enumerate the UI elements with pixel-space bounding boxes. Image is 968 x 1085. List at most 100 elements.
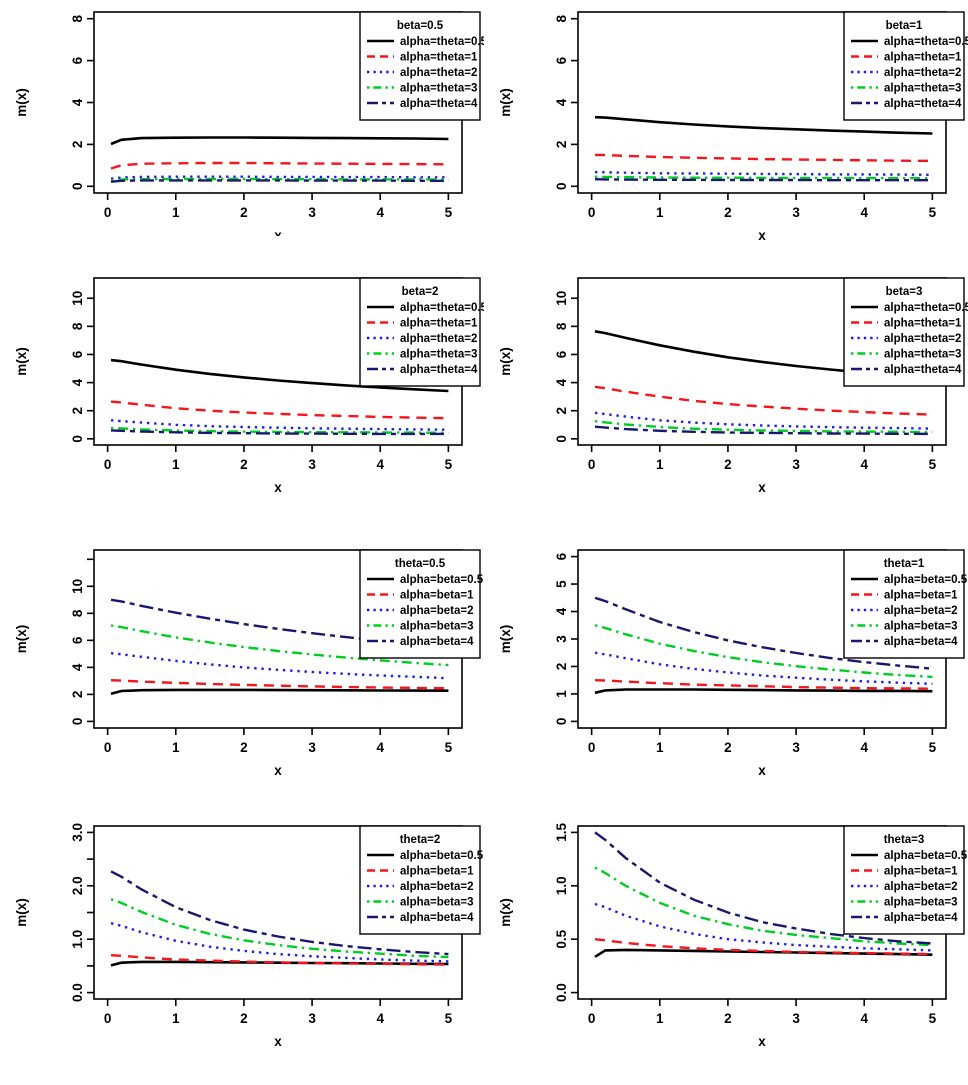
x-axis: 0 1 2 3 4 5 — [104, 728, 453, 755]
x-axis-title: x — [758, 480, 766, 495]
legend: theta=1 alpha=beta=0.5 alpha=beta=1 alpha=b… — [843, 549, 968, 659]
x-tick-label: 2 — [724, 457, 732, 472]
y-axis: 0 1 2 3 4 5 6 — [554, 552, 578, 725]
curve-alpha-theta-3 — [594, 175, 933, 180]
x-tick-label: 2 — [240, 740, 248, 755]
legend-entry-label: alpha=beta=1 — [884, 866, 958, 878]
y-tick-label: 0 — [70, 435, 85, 443]
legend-entry-label: alpha=theta=4 — [884, 364, 962, 376]
x-tick-label: 3 — [792, 457, 800, 472]
legend-entry-label: alpha=beta=4 — [884, 912, 958, 924]
y-tick-label: 2 — [70, 691, 85, 699]
x-tick-label: 5 — [929, 205, 937, 220]
x-tick-label: 3 — [792, 205, 800, 220]
y-tick-label: 5 — [554, 580, 569, 588]
legend-entry-label: alpha=beta=2 — [400, 605, 474, 617]
y-axis: 0 2 4 6 8 — [70, 14, 94, 190]
y-axis: 0 2 4 6 8 — [554, 14, 578, 190]
y-axis-title: m(x) — [14, 347, 29, 376]
y-tick-label: 6 — [70, 56, 85, 64]
x-tick-label: 4 — [376, 1011, 384, 1026]
legend-entry-label: alpha=beta=2 — [884, 881, 958, 893]
x-tick-label: 0 — [588, 740, 596, 755]
x-tick-label: 0 — [104, 1011, 112, 1026]
x-tick-label: 3 — [792, 740, 800, 755]
y-tick-label: 2 — [70, 141, 85, 149]
legend-title: beta=1 — [886, 20, 923, 32]
y-tick-label: 8 — [554, 14, 569, 22]
y-axis-title: m(x) — [498, 625, 513, 654]
x-tick-label: 0 — [104, 457, 112, 472]
curve-alpha-beta-4 — [594, 596, 933, 670]
legend-entry-label: alpha=theta=1 — [400, 318, 478, 330]
x-tick-label: 4 — [860, 1011, 868, 1026]
x-axis: 0 1 2 3 4 5 — [588, 728, 937, 755]
legend: theta=2 alpha=beta=0.5 alpha=beta=1 alpha=b… — [359, 825, 484, 935]
curve-alpha-beta-0-5 — [594, 948, 933, 958]
chart-panel-beta-2: 0 1 2 3 4 5 0 2 4 6 8 10 m(x) x beta=2 alpha=theta=0.5 a… — [0, 260, 484, 520]
legend-box — [359, 549, 481, 659]
y-axis-title: m(x) — [14, 88, 29, 117]
curves — [110, 136, 449, 183]
y-tick-label: 4 — [554, 607, 569, 615]
legend-entry-label: alpha=beta=3 — [884, 897, 958, 909]
x-axis: 0 1 2 3 4 5 — [588, 445, 937, 472]
chart-panel-theta-2: 0 1 2 3 4 5 0.0 1.0 2.0 3.0 m(x) x theta=2 alpha=beta… — [0, 810, 484, 1085]
chart-panel-beta-0-5: 0 1 2 3 4 5 0 2 4 6 8 m(x) x beta=0.5 alpha=theta=0.5 a… — [0, 0, 484, 260]
curve-alpha-theta-0-5 — [110, 358, 449, 393]
legend-entry-label: alpha=theta=0.5 — [884, 36, 968, 48]
curves — [594, 115, 933, 182]
y-tick-label: 6 — [554, 552, 569, 560]
legend-entry-label: alpha=theta=4 — [400, 98, 478, 110]
x-tick-label: 0 — [588, 205, 596, 220]
x-tick-label: 2 — [724, 205, 732, 220]
curves — [110, 598, 449, 695]
y-tick-label: 6 — [554, 56, 569, 64]
legend-entry-label: alpha=beta=2 — [884, 605, 958, 617]
curve-alpha-beta-0-5 — [110, 960, 449, 967]
x-tick-label: 4 — [376, 205, 384, 220]
curve-alpha-theta-2 — [594, 170, 933, 176]
y-axis: 0 2 4 6 8 10 — [70, 291, 94, 443]
legend-entry-label: alpha=beta=0.5 — [400, 850, 484, 862]
curve-alpha-theta-1 — [110, 400, 449, 420]
x-tick-label: 4 — [860, 205, 868, 220]
y-tick-label: 2 — [554, 663, 569, 671]
legend-title: beta=2 — [402, 286, 439, 298]
curve-alpha-beta-2 — [110, 652, 449, 680]
curve-alpha-beta-1 — [110, 679, 449, 690]
legend-entry-label: alpha=theta=0.5 — [400, 302, 484, 314]
x-tick-label: 0 — [588, 457, 596, 472]
x-tick-label: 2 — [240, 457, 248, 472]
plot-beta-1: 0 1 2 3 4 5 0 2 4 6 8 m(x) x beta=1 alpha=theta=0.5 alp… — [498, 11, 968, 243]
y-tick-label: 4 — [70, 98, 85, 106]
legend-entry-label: alpha=beta=1 — [400, 590, 474, 602]
x-tick-label: 1 — [172, 1011, 180, 1026]
curve-alpha-beta-4 — [110, 598, 449, 648]
y-axis: 0.0 0.5 1.0 1.5 — [554, 823, 578, 1002]
curve-alpha-theta-2 — [110, 419, 449, 431]
x-axis-title: x — [758, 228, 766, 243]
x-tick-label: 2 — [724, 740, 732, 755]
x-axis-title: x — [274, 480, 282, 495]
curve-alpha-theta-0-5 — [110, 136, 449, 146]
legend-entry-label: alpha=beta=0.5 — [884, 574, 968, 586]
chart-panel-theta-1: 0 1 2 3 4 5 0 1 2 3 4 5 6 m(x) x theta=1 alpha=beta=0.5 a… — [484, 520, 968, 810]
curve-alpha-theta-4 — [594, 425, 933, 436]
curve-alpha-beta-3 — [594, 866, 933, 947]
x-tick-label: 1 — [656, 1011, 664, 1026]
x-tick-label: 3 — [308, 740, 316, 755]
y-tick-label: 8 — [70, 322, 85, 330]
legend-entry-label: alpha=theta=0.5 — [400, 36, 484, 48]
legend: beta=0.5 alpha=theta=0.5 alpha=theta=1 alph… — [359, 11, 484, 121]
y-tick-label: 2 — [70, 407, 85, 415]
curve-alpha-beta-3 — [110, 624, 449, 667]
x-tick-label: 3 — [308, 205, 316, 220]
legend-entry-label: alpha=theta=2 — [884, 67, 961, 79]
x-axis-title: x — [274, 228, 282, 243]
curve-alpha-theta-4 — [110, 429, 449, 436]
curve-alpha-theta-2 — [110, 175, 449, 180]
y-tick-label: 0.0 — [554, 983, 569, 1002]
legend-entry-label: alpha=theta=4 — [400, 364, 478, 376]
y-axis-title: m(x) — [498, 88, 513, 117]
